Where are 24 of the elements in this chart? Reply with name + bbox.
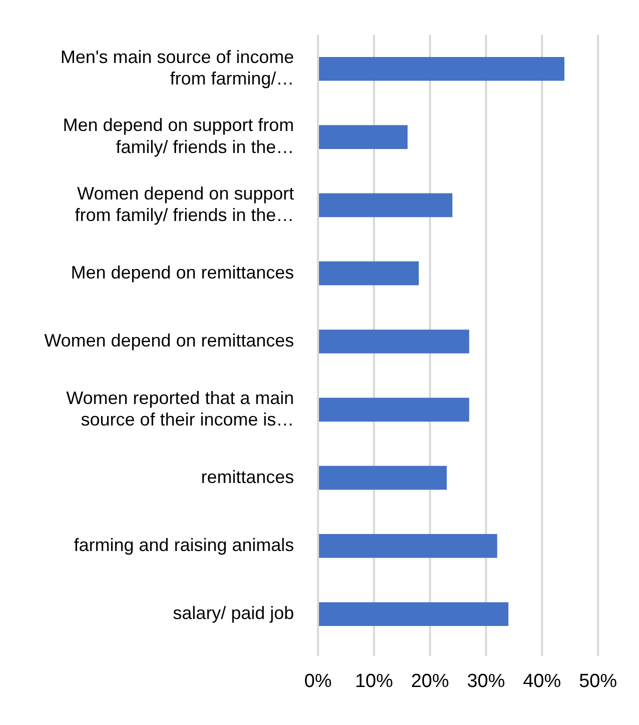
y-tick-label: Women reported that a main source of their income is…: [66, 388, 294, 430]
bar: [319, 602, 508, 626]
x-tick-label: 20%: [410, 670, 450, 692]
y-tick-label: Women depend on remittances: [44, 330, 294, 350]
y-tick-label: Men depend on remittances: [70, 262, 294, 282]
y-tick-label: Women depend on support from family/ friends in the…: [74, 183, 294, 225]
x-tick-label: 50%: [578, 670, 618, 692]
x-tick-label: 30%: [466, 670, 506, 692]
bar: [319, 466, 447, 490]
bar: [319, 261, 419, 286]
bar: [319, 56, 564, 81]
x-tick-label: 0%: [304, 670, 332, 692]
bar: [319, 398, 470, 422]
y-tick-label: Men's main source of income from farming/…: [60, 47, 294, 89]
bar: [319, 125, 408, 149]
bar: [319, 534, 498, 558]
x-tick-label: 10%: [354, 670, 394, 692]
y-tick-label: Men depend on support from family/ friends in the…: [62, 115, 294, 157]
x-tick-label: 40%: [522, 670, 562, 692]
bar: [319, 330, 470, 354]
y-tick-label: salary/ paid job: [172, 603, 294, 624]
y-tick-label: remittances: [200, 466, 294, 487]
bar: [319, 193, 452, 218]
y-tick-label: farming and raising animals: [74, 534, 294, 555]
